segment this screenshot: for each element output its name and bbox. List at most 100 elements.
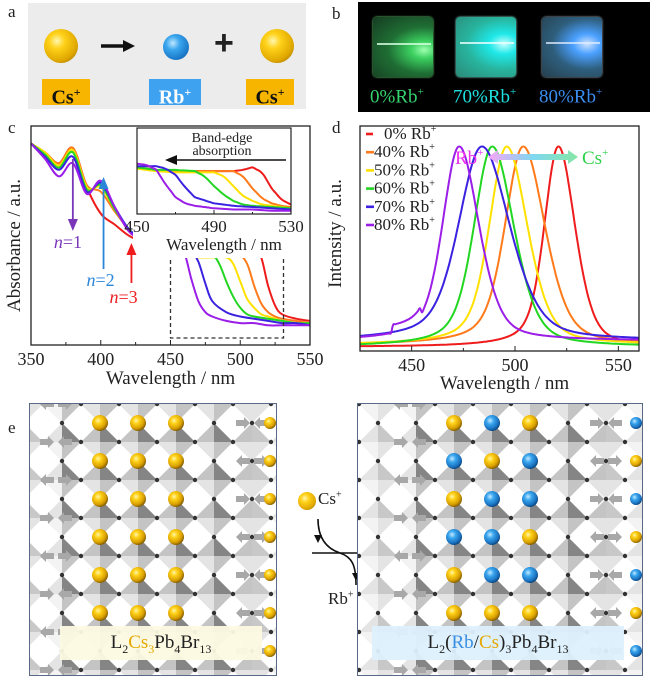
organic-spacer-left-arrow-icon [412,588,426,600]
octahedron-dark-face [568,575,587,594]
br-atom [78,404,84,407]
x-tick-label: 350 [18,349,45,369]
br-atom [508,477,514,483]
film-sample-0-rb [373,17,433,77]
br-atom [154,404,160,407]
br-atom [358,515,362,521]
br-atom [230,439,236,445]
br-atom [546,667,552,673]
br-atom [622,667,628,673]
panel-a-ion-exchange-scheme: + Cs+ Rb+ Cs+ [28,3,306,109]
br-atom [268,591,274,597]
organic-spacer-left-arrow-icon [590,607,604,619]
organic-spacer-left-arrow-icon [58,436,72,448]
octahedron-light-face [195,480,214,499]
panel-b-label: b [332,4,341,23]
br-atom [268,477,274,483]
cs-cation-sphere [92,491,108,507]
rb-label: Rb+ [455,147,483,169]
br-atom [546,591,552,597]
br-atom [622,439,628,445]
sample-label-70-rb: 70%Rb+ [453,86,516,108]
br-atom [268,667,274,673]
panel-b-photoluminescence-photo: 0%Rb+ 70%Rb+ 80%Rb+ [358,2,650,112]
formula-part: Br [180,632,200,653]
inset-background [133,126,299,258]
br-atom [59,534,65,540]
cs-cation-sphere [168,453,184,469]
br-atom [508,667,514,673]
charge: + [417,86,424,98]
organic-spacer-left-arrow-icon [608,569,622,581]
formula-rb: Rb [451,632,474,653]
octahedron-light-face [587,518,606,537]
br-atom [268,553,274,559]
ion-symbol: Rb [158,86,185,109]
pl-line-70-rb- [359,145,640,339]
octahedron-light-face [81,670,100,675]
rb-cation-sphere [522,491,538,507]
octahedron-light-face [549,442,568,461]
organic-spacer-left-arrow-icon [608,417,622,429]
up-arrow-icon [126,243,137,255]
cs-cation-sphere [168,491,184,507]
sample-label-0-rb: 0%Rb+ [370,86,424,108]
inset-line-50-rb- [136,167,292,210]
incoming-ion-label: Cs+ [318,489,342,509]
cs-label: Cs+ [582,147,608,169]
br-atom [508,439,514,445]
legend-label: 50% Rb+ [374,160,435,179]
br-atom [375,458,381,464]
octahedron-dark-face [214,537,233,556]
br-atom [603,572,609,578]
organic-spacer-left-arrow-icon [412,436,426,448]
br-atom [413,458,419,464]
organic-spacer-left-arrow-icon [394,474,408,486]
br-atom [211,420,217,426]
br-atom [249,458,255,464]
organic-spacer-left-arrow-icon [254,569,268,581]
organic-spacer-right-arrow-icon [608,607,622,619]
formula-part: / [473,632,479,653]
x-tick-label: 400 [87,349,114,369]
octahedron-light-face [233,556,252,575]
br-atom [432,404,438,407]
br-atom [78,591,84,597]
octahedron-light-face [233,442,252,461]
br-atom [508,591,514,597]
organic-spacer-right-arrow-icon [590,417,604,429]
br-atom [116,477,122,483]
br-atom [249,496,255,502]
y-axis-label: Intensity / a.u. [325,179,346,288]
br-atom [565,572,571,578]
organic-spacer-left-arrow-icon [590,531,604,543]
br-atom [192,515,198,521]
br-atom [470,667,476,673]
octahedron-dark-face [214,461,233,480]
br-atom [211,534,217,540]
formula-subscript: 4 [531,641,538,656]
formula-part: ) [499,632,506,653]
cs-cation-sphere [92,453,108,469]
br-atom [565,610,571,616]
octahedron-dark-face [568,423,587,442]
rb-cation-sphere [484,415,500,431]
organic-spacer-left-arrow-icon [40,404,54,410]
organic-spacer-right-arrow-icon [236,569,250,581]
br-atom [211,610,217,616]
br-atom [565,458,571,464]
br-atom [470,477,476,483]
octahedron-light-face [549,594,568,613]
cs-cation-sphere [130,529,146,545]
organic-spacer-left-arrow-icon [40,626,54,638]
n1-label: n=1 [54,232,82,252]
br-atom [59,420,65,426]
panel-a-label: a [8,2,16,21]
br-atom [413,496,419,502]
br-atom [78,515,84,521]
ion-symbol: Rb [328,589,348,608]
br-atom [622,591,628,597]
octahedron-light-face [195,556,214,575]
rb-cation-sphere [522,567,538,583]
inset-tick-label: 530 [278,217,304,236]
